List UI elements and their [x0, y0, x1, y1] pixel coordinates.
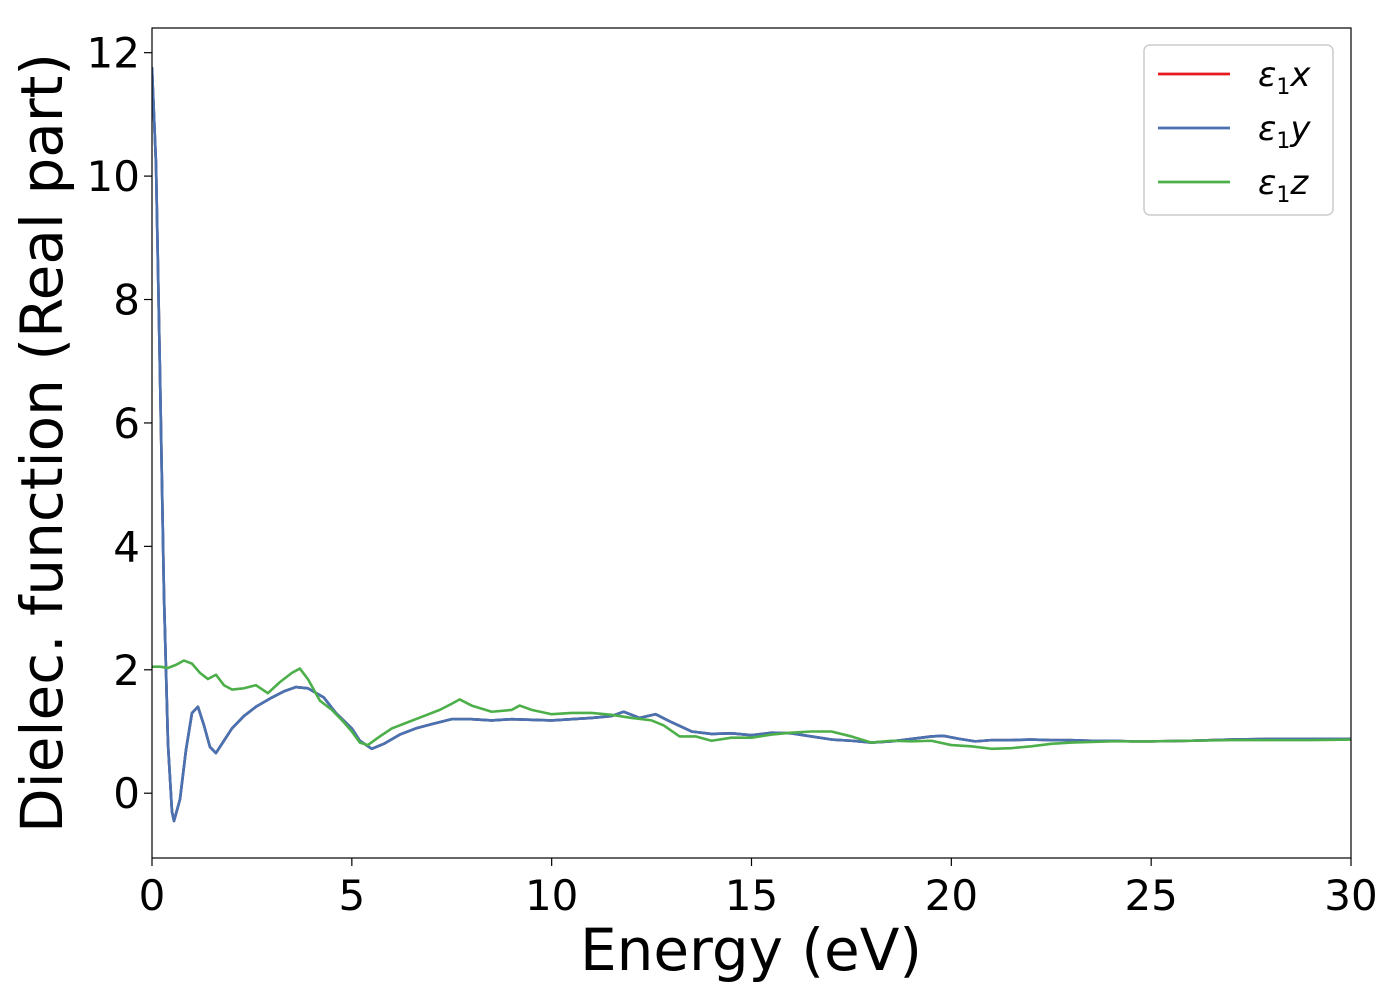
legend-box	[1143, 44, 1334, 216]
x-tick-label: 0	[139, 871, 166, 920]
legend-label-subscript: 1	[1276, 129, 1290, 154]
y-tick-label: 10	[87, 152, 140, 201]
y-tick-label: 12	[87, 29, 140, 78]
legend-label-variable: y	[1289, 109, 1311, 149]
y-tick-label: 2	[113, 646, 140, 695]
x-axis: 0 5 10 15 20 25 30	[139, 858, 1378, 920]
x-tick-label: 20	[925, 871, 978, 920]
y-tick-label: 4	[113, 522, 140, 571]
y-tick-label: 8	[113, 276, 140, 325]
legend-label-subscript: 1	[1276, 183, 1290, 208]
legend-label-z: ε1z	[1258, 163, 1309, 208]
y-tick-label: 6	[113, 399, 140, 448]
x-tick-label: 25	[1124, 871, 1177, 920]
x-tick-label: 5	[338, 871, 365, 920]
legend-label-subscript: 1	[1276, 75, 1290, 100]
legend-label-base: ε	[1258, 55, 1276, 95]
x-tick-label: 15	[725, 871, 778, 920]
legend-label-base: ε	[1258, 163, 1276, 203]
y-axis: 0 2 4 6 8 10 12	[87, 29, 152, 818]
y-tick-label: 0	[113, 769, 140, 818]
series-line-y-overlay	[152, 66, 1351, 823]
legend-label-variable: x	[1289, 55, 1311, 95]
x-axis-title: Energy (eV)	[580, 916, 922, 984]
series-line-z	[152, 659, 1351, 751]
legend-label-y: ε1y	[1258, 109, 1311, 154]
y-axis-title: Dielec. function (Real part)	[8, 53, 76, 833]
x-tick-label: 30	[1324, 871, 1377, 920]
series-layer	[152, 66, 1351, 823]
x-tick-label: 10	[525, 871, 578, 920]
legend-label-variable: z	[1289, 163, 1309, 203]
legend-label-base: ε	[1258, 109, 1276, 149]
legend-label-x: ε1x	[1258, 55, 1311, 100]
